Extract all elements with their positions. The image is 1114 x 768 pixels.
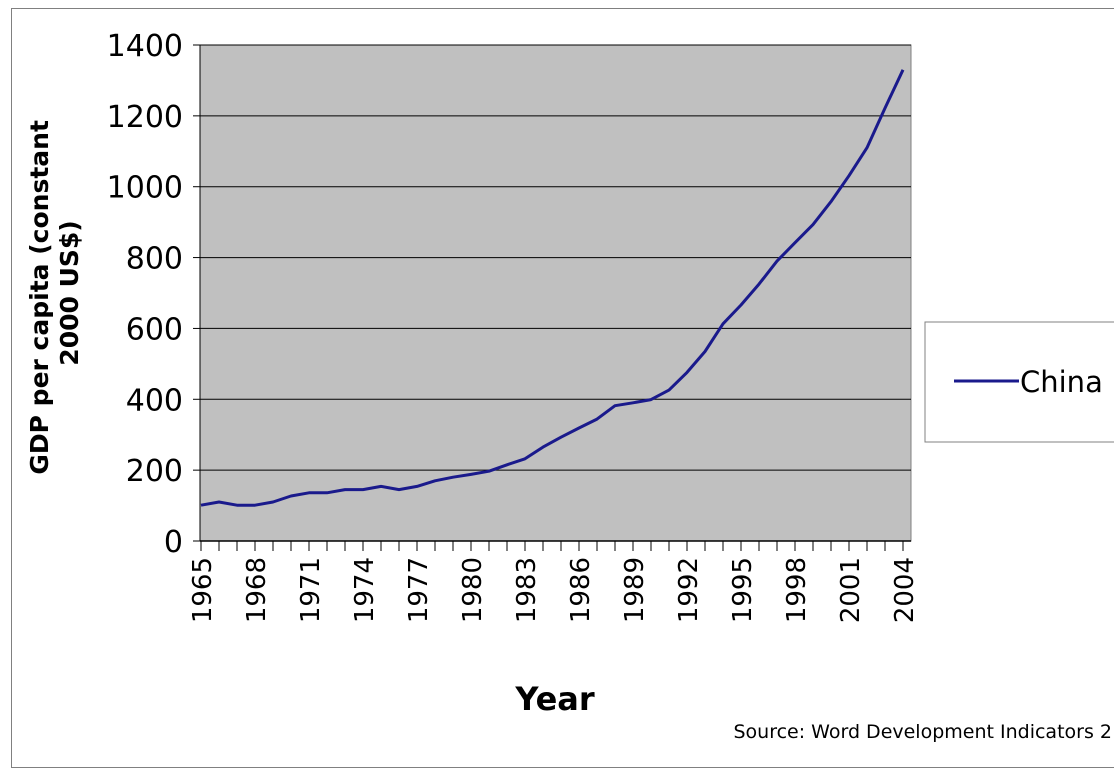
x-tick-label: 1971 [296, 557, 326, 623]
x-tick-label: 1998 [782, 557, 812, 623]
y-tick-label: 1000 [107, 171, 183, 206]
x-tick-label: 2001 [836, 557, 866, 623]
y-axis-title: GDP per capita (constant 2000 US$) [25, 111, 84, 474]
x-tick-label: 1983 [512, 557, 542, 623]
series-line-china [200, 69, 905, 507]
x-tick-label: 2004 [890, 557, 920, 623]
y-tick-label: 1400 [107, 29, 183, 64]
series-layer [200, 69, 905, 507]
y-tick-label: 1200 [107, 100, 183, 135]
x-axis-title: Year [514, 680, 595, 718]
x-tick-label: 1986 [566, 557, 596, 623]
x-tick-label: 1992 [674, 557, 704, 623]
y-axis: 0 200 400 600 800 1000 1200 1400 [107, 29, 201, 560]
x-tick-label: 1977 [404, 557, 434, 623]
y-axis-title-line-2: 2000 US$) [55, 220, 84, 365]
x-tick-label: 1980 [458, 557, 488, 623]
x-tick-label: 1974 [350, 557, 380, 623]
grid-lines [200, 44, 911, 471]
y-axis-title-line-1: GDP per capita (constant [25, 120, 54, 475]
x-tick-label: 1995 [728, 557, 758, 623]
x-tick-label: 1965 [188, 557, 218, 623]
legend-label-china: China [1020, 365, 1103, 399]
y-tick-label: 400 [126, 383, 183, 418]
x-tick-label: 1968 [242, 557, 272, 623]
x-tick-label: 1989 [620, 557, 650, 623]
y-tick-label: 600 [126, 312, 183, 347]
y-tick-label: 200 [126, 454, 183, 489]
plot-area [199, 44, 912, 542]
y-tick-label: 0 [164, 525, 183, 560]
y-tick-label: 800 [126, 242, 183, 277]
legend: China [924, 321, 1114, 443]
x-axis: 1965 1968 1971 1974 1977 1980 1983 1986 1989 1992… [188, 540, 920, 623]
source-note: Source: Word Development Indicators 2 [733, 721, 1112, 743]
